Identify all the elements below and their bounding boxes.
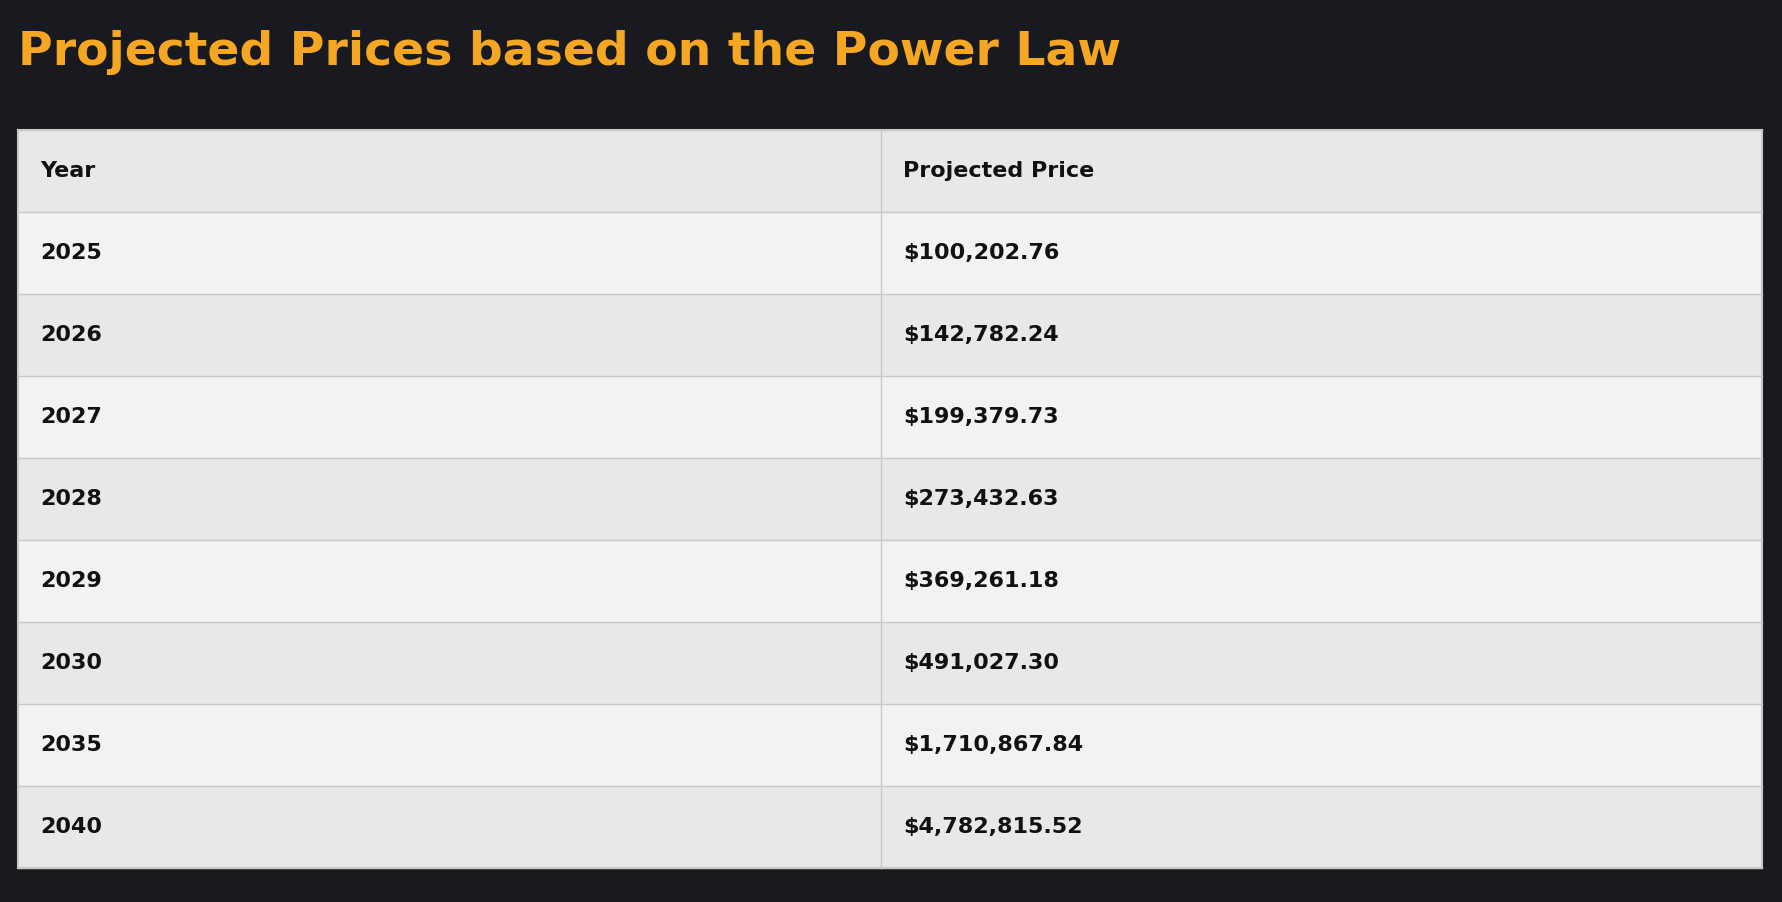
Bar bbox=[18, 540, 1762, 622]
Text: $4,782,815.52: $4,782,815.52 bbox=[903, 817, 1083, 837]
Text: 2030: 2030 bbox=[39, 653, 102, 673]
Text: 2040: 2040 bbox=[39, 817, 102, 837]
Bar bbox=[18, 622, 1762, 704]
Text: 2035: 2035 bbox=[39, 735, 102, 755]
Text: $369,261.18: $369,261.18 bbox=[903, 571, 1059, 591]
Text: $199,379.73: $199,379.73 bbox=[903, 407, 1059, 427]
Bar bbox=[18, 786, 1762, 868]
Text: $491,027.30: $491,027.30 bbox=[903, 653, 1059, 673]
Bar bbox=[18, 376, 1762, 458]
Text: Projected Prices based on the Power Law: Projected Prices based on the Power Law bbox=[18, 30, 1121, 75]
Bar bbox=[18, 294, 1762, 376]
Text: 2028: 2028 bbox=[39, 489, 102, 509]
Text: 2027: 2027 bbox=[39, 407, 102, 427]
Text: $273,432.63: $273,432.63 bbox=[903, 489, 1059, 509]
Bar bbox=[18, 212, 1762, 294]
Text: 2029: 2029 bbox=[39, 571, 102, 591]
Text: 2026: 2026 bbox=[39, 325, 102, 345]
Bar bbox=[18, 704, 1762, 786]
Text: Projected Price: Projected Price bbox=[903, 161, 1094, 181]
Text: 2025: 2025 bbox=[39, 243, 102, 263]
Text: $142,782.24: $142,782.24 bbox=[903, 325, 1059, 345]
Text: Year: Year bbox=[39, 161, 94, 181]
Text: $1,710,867.84: $1,710,867.84 bbox=[903, 735, 1083, 755]
Text: $100,202.76: $100,202.76 bbox=[903, 243, 1060, 263]
Bar bbox=[18, 458, 1762, 540]
Bar bbox=[18, 130, 1762, 212]
